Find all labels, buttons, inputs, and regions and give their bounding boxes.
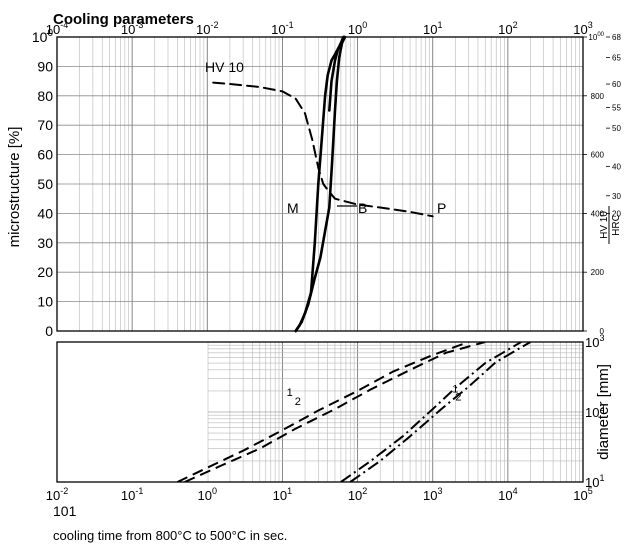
hrc-tick-label: 30 xyxy=(612,192,621,201)
hv-tick-label: 200 xyxy=(591,268,605,277)
bottom-x-tick-label: 100 xyxy=(198,486,217,503)
top-x-tick-label: 10-3 xyxy=(121,20,143,37)
diameter-curve-label-3: 2 xyxy=(455,392,461,404)
left-y-tick-label: 90 xyxy=(37,58,53,74)
top-x-tick-label: 101 xyxy=(423,20,442,37)
diameter-tick-label: 101 xyxy=(585,473,604,490)
x-axis-note: 101 xyxy=(53,503,77,519)
left-y-tick-label: 80 xyxy=(37,88,53,104)
diameter-curve-2 xyxy=(340,342,522,482)
top-plot-curves xyxy=(212,35,434,333)
bottom-plot-grid xyxy=(207,342,583,483)
y-axis-label-microstructure: microstructure [%] xyxy=(6,127,23,248)
left-y-tick-label: 30 xyxy=(37,235,53,251)
bottom-curves-clipped xyxy=(176,342,532,482)
top-x-tick-label: 103 xyxy=(573,20,592,37)
top-x-tick-label: 10-2 xyxy=(196,20,218,37)
y-axis-label-diameter: diameter [mm] xyxy=(595,364,612,460)
left-y-tick-label: 0 xyxy=(45,323,53,339)
bottom-x-tick-label: 10-2 xyxy=(46,486,68,503)
right-axis-hrc-label: HRC xyxy=(611,214,622,236)
plot-frames xyxy=(56,36,584,483)
diameter-curve-0 xyxy=(176,342,469,482)
right-axis-hv-label: HV 10 xyxy=(599,211,610,239)
hrc-tick-label: 20 xyxy=(612,209,621,218)
top-x-tick-label: 10-4 xyxy=(46,20,68,37)
bottom-x-tick-label: 102 xyxy=(348,486,367,503)
left-y-tick-label: 20 xyxy=(37,264,53,280)
top-x-tick-label: 10-1 xyxy=(271,20,293,37)
left-y-tick-label: 50 xyxy=(37,176,53,192)
hrc-tick-label: 65 xyxy=(612,54,621,63)
hrc-tick-label: 60 xyxy=(612,80,621,89)
diameter-tick-label: 103 xyxy=(585,333,604,350)
left-y-tick-label: 10 xyxy=(37,294,53,310)
diameter-curve-label-1: 2 xyxy=(295,396,301,408)
left-y-tick-label: 70 xyxy=(37,117,53,133)
diameter-curve-label-2: 1 xyxy=(452,383,458,395)
diameter-curve-3 xyxy=(349,342,532,482)
bottom-x-tick-label: 103 xyxy=(423,486,442,503)
hv10-hardness-curve xyxy=(212,81,434,218)
diameter-curve-label-0: 1 xyxy=(287,387,293,399)
label-bainite: B xyxy=(358,200,367,216)
label-pearlite: P xyxy=(437,200,446,216)
hrc-tick-label: 50 xyxy=(612,124,621,133)
bottom-x-tick-label: 104 xyxy=(498,486,517,503)
top-x-tick-label: 100 xyxy=(348,20,367,37)
diameter-curve-1 xyxy=(184,342,486,482)
hv-tick-label: 400 xyxy=(591,209,605,218)
bottom-x-tick-label: 105 xyxy=(573,486,592,503)
left-y-tick-label: 40 xyxy=(37,205,53,221)
hv-tick-label: 600 xyxy=(591,151,605,160)
hv-tick-label: 800 xyxy=(591,92,605,101)
bottom-x-tick-label: 10-1 xyxy=(121,486,143,503)
hv-tick-label: 0 xyxy=(600,327,605,336)
transformation-curve-3 xyxy=(327,35,345,112)
left-y-tick-label: 60 xyxy=(37,147,53,163)
top-plot-frame xyxy=(56,36,584,332)
diameter-tick-label: 102 xyxy=(585,403,604,420)
label-martensite: M xyxy=(287,200,299,216)
hv-curve-label: HV 10 xyxy=(205,59,244,75)
top-plot-grid xyxy=(56,36,583,332)
hrc-tick-label: 68 xyxy=(612,33,621,42)
left-y-tick-label: 100 xyxy=(32,28,54,45)
bottom-plot-frame xyxy=(56,341,584,483)
chart-title: Cooling parameters xyxy=(53,11,194,28)
x-axis-label: cooling time from 800°C to 500°C in sec. xyxy=(53,528,287,543)
hrc-tick-label: 40 xyxy=(612,162,621,171)
hrc-tick-label: 55 xyxy=(612,104,621,113)
top-x-tick-label: 102 xyxy=(498,20,517,37)
bottom-x-tick-label: 101 xyxy=(273,486,292,503)
tick-labels: 10-4 10-3 10-2 10-1 100 101 102 103010203040506… xyxy=(32,20,622,503)
transformation-curve-2 xyxy=(294,35,346,333)
hv-tick-label: 1000 xyxy=(588,32,604,42)
